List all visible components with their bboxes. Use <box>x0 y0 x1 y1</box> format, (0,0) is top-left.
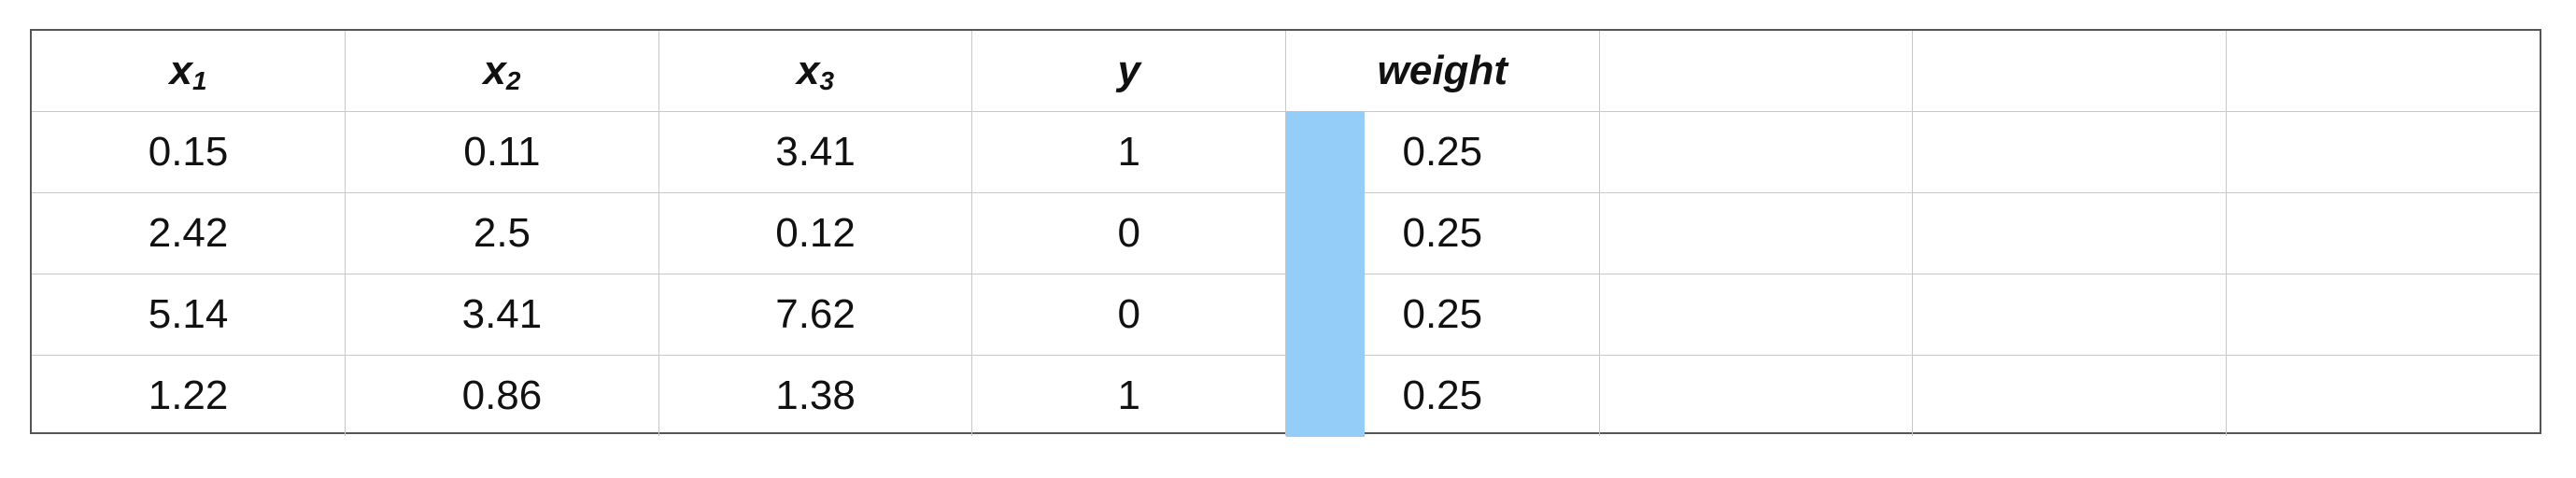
header-y: y <box>971 31 1286 112</box>
weight-bar <box>1286 355 1365 437</box>
cell-weight: 0.25 <box>1285 111 1600 193</box>
cell-empty <box>1598 192 1914 274</box>
header-empty-2 <box>1912 31 2227 112</box>
header-x1: x1 <box>32 31 347 112</box>
cell-x1: 1.22 <box>32 355 347 436</box>
table-row: 1.22 0.86 1.38 1 0.25 <box>32 355 2540 437</box>
cell-empty <box>1598 355 1914 436</box>
table-header-row: x1 x2 x3 y weight <box>32 31 2540 112</box>
cell-empty <box>1912 355 2227 436</box>
cell-weight: 0.25 <box>1285 192 1600 274</box>
weight-bar <box>1286 274 1365 356</box>
cell-empty <box>1598 111 1914 193</box>
data-table: x1 x2 x3 y weight 0.15 0.11 3.41 1 0.25 <box>32 31 2540 437</box>
header-empty-1 <box>1598 31 1914 112</box>
header-x3: x3 <box>658 31 973 112</box>
cell-y: 0 <box>971 192 1286 274</box>
header-weight: weight <box>1285 31 1600 112</box>
header-x2: x2 <box>345 31 659 112</box>
cell-x3: 1.38 <box>658 355 973 436</box>
weight-value: 0.25 <box>1402 210 1483 256</box>
cell-empty <box>2225 192 2540 274</box>
cell-weight: 0.25 <box>1285 355 1600 437</box>
table-row: 5.14 3.41 7.62 0 0.25 <box>32 274 2540 356</box>
cell-x2: 0.86 <box>345 355 659 436</box>
cell-empty <box>1912 192 2227 274</box>
cell-empty <box>1912 274 2227 356</box>
cell-x2: 0.11 <box>345 111 659 193</box>
weight-value: 0.25 <box>1402 291 1483 337</box>
cell-empty <box>2225 355 2540 436</box>
cell-x1: 0.15 <box>32 111 347 193</box>
data-table-container: x1 x2 x3 y weight 0.15 0.11 3.41 1 0.25 <box>30 29 2541 437</box>
cell-empty <box>1912 111 2227 193</box>
cell-empty <box>2225 274 2540 356</box>
cell-x1: 2.42 <box>32 192 347 274</box>
weight-value: 0.25 <box>1402 373 1483 418</box>
cell-empty <box>2225 111 2540 193</box>
cell-x3: 0.12 <box>658 192 973 274</box>
weight-value: 0.25 <box>1402 129 1483 175</box>
cell-empty <box>1598 274 1914 356</box>
header-empty-3 <box>2225 31 2540 112</box>
cell-x1: 5.14 <box>32 274 347 356</box>
weight-bar <box>1286 192 1365 274</box>
cell-weight: 0.25 <box>1285 274 1600 356</box>
cell-x3: 3.41 <box>658 111 973 193</box>
cell-x3: 7.62 <box>658 274 973 356</box>
weight-bar <box>1286 111 1365 193</box>
cell-y: 0 <box>971 274 1286 356</box>
cell-y: 1 <box>971 355 1286 436</box>
cell-x2: 3.41 <box>345 274 659 356</box>
cell-x2: 2.5 <box>345 192 659 274</box>
table-row: 2.42 2.5 0.12 0 0.25 <box>32 192 2540 274</box>
cell-y: 1 <box>971 111 1286 193</box>
table-row: 0.15 0.11 3.41 1 0.25 <box>32 111 2540 193</box>
